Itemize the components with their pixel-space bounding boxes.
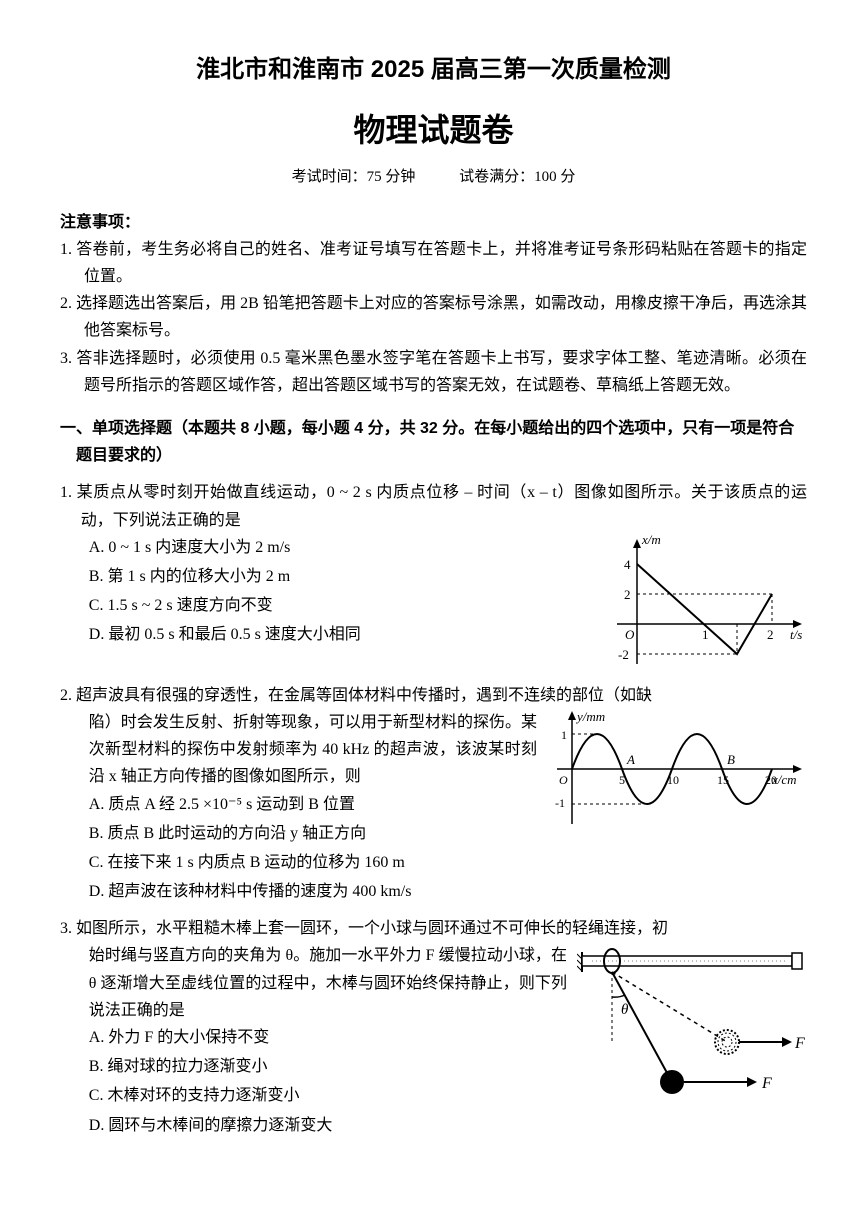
question-stem-line1: 2. 超声波具有很强的穿透性，在金属等固体材料中传播时，遇到不连续的部位（如缺 <box>60 682 807 709</box>
svg-text:4: 4 <box>624 557 631 572</box>
svg-text:θ: θ <box>621 1002 629 1018</box>
svg-text:2: 2 <box>624 587 631 602</box>
notice-list: 1. 答卷前，考生务必将自己的姓名、准考证号填写在答题卡上，并将准考证号条形码粘… <box>60 236 807 399</box>
question-2: 2. 超声波具有很强的穿透性，在金属等固体材料中传播时，遇到不连续的部位（如缺 … <box>60 682 807 908</box>
notice-item: 2. 选择题选出答案后，用 2B 铅笔把答题卡上对应的答案标号涂黑，如需改动，用… <box>60 290 807 344</box>
svg-text:1: 1 <box>702 627 709 642</box>
option-a: A. 外力 F 的大小保持不变 <box>89 1024 567 1051</box>
option-d: D. 圆环与木棒间的摩擦力逐渐变大 <box>89 1112 567 1139</box>
option-c: C. 木棒对环的支持力逐渐变小 <box>89 1082 567 1109</box>
svg-text:1: 1 <box>561 728 567 742</box>
options-list: A. 0 ~ 1 s 内速度大小为 2 m/s B. 第 1 s 内的位移大小为… <box>60 534 597 649</box>
option-d: D. 超声波在该种材料中传播的速度为 400 km/s <box>89 878 537 905</box>
question-3: 3. 如图所示，水平粗糙木棒上套一圆环，一个小球与圆环通过不可伸长的轻绳连接，初… <box>60 915 807 1141</box>
question-stem-line2: 始时绳与竖直方向的夹角为 θ。施加一水平外力 F 缓慢拉动小球，在 θ 逐渐增大… <box>60 942 567 1024</box>
option-b: B. 质点 B 此时运动的方向沿 y 轴正方向 <box>89 820 537 847</box>
svg-text:A: A <box>626 752 635 767</box>
svg-text:O: O <box>625 627 635 642</box>
options-list: A. 外力 F 的大小保持不变 B. 绳对球的拉力逐渐变小 C. 木棒对环的支持… <box>60 1024 567 1139</box>
question-stem-line1: 3. 如图所示，水平粗糙木棒上套一圆环，一个小球与圆环通过不可伸长的轻绳连接，初 <box>60 915 807 942</box>
option-b: B. 第 1 s 内的位移大小为 2 m <box>89 563 597 590</box>
svg-text:F: F <box>794 1035 805 1052</box>
question-stem-line2: 陷）时会发生反射、折射等现象，可以用于新型材料的探伤。某次新型材料的探伤中发射频… <box>60 709 537 791</box>
svg-text:O: O <box>559 773 568 787</box>
option-d: D. 最初 0.5 s 和最后 0.5 s 速度大小相同 <box>89 621 597 648</box>
svg-text:t/s: t/s <box>790 627 802 642</box>
q2-chart: y/mm x/cm 1 -1 O 5 10 15 20 A B <box>547 709 807 829</box>
exam-info: 考试时间：75 分钟 试卷满分：100 分 <box>60 165 807 191</box>
notice-item: 1. 答卷前，考生务必将自己的姓名、准考证号填写在答题卡上，并将准考证号条形码粘… <box>60 236 807 290</box>
q3-diagram: θ F F <box>577 942 807 1102</box>
main-title: 淮北市和淮南市 2025 届高三第一次质量检测 <box>60 50 807 91</box>
svg-text:y/mm: y/mm <box>575 709 605 724</box>
options-list: A. 质点 A 经 2.5 ×10⁻⁵ s 运动到 B 位置 B. 质点 B 此… <box>60 791 537 906</box>
svg-text:F: F <box>761 1075 772 1092</box>
q1-chart: x/m t/s 4 2 -2 O 1 2 <box>607 534 807 674</box>
notice-header: 注意事项： <box>60 209 807 236</box>
svg-text:-2: -2 <box>618 647 629 662</box>
full-score: 试卷满分：100 分 <box>459 169 575 185</box>
option-a: A. 0 ~ 1 s 内速度大小为 2 m/s <box>89 534 597 561</box>
option-b: B. 绳对球的拉力逐渐变小 <box>89 1053 567 1080</box>
svg-text:-1: -1 <box>555 796 565 810</box>
option-c: C. 在接下来 1 s 内质点 B 运动的位移为 160 m <box>89 849 537 876</box>
option-c: C. 1.5 s ~ 2 s 速度方向不变 <box>89 592 597 619</box>
option-a: A. 质点 A 经 2.5 ×10⁻⁵ s 运动到 B 位置 <box>89 791 537 818</box>
question-1: 1. 某质点从零时刻开始做直线运动，0 ~ 2 s 内质点位移 – 时间（x –… <box>60 479 807 673</box>
sub-title: 物理试题卷 <box>60 103 807 157</box>
exam-time: 考试时间：75 分钟 <box>292 169 416 185</box>
svg-text:2: 2 <box>767 627 774 642</box>
notice-item: 3. 答非选择题时，必须使用 0.5 毫米黑色墨水签字笔在答题卡上书写，要求字体… <box>60 345 807 399</box>
svg-text:x/m: x/m <box>641 534 661 547</box>
question-stem: 1. 某质点从零时刻开始做直线运动，0 ~ 2 s 内质点位移 – 时间（x –… <box>60 479 807 533</box>
section-header: 一、单项选择题（本题共 8 小题，每小题 4 分，共 32 分。在每小题给出的四… <box>60 415 807 469</box>
svg-text:B: B <box>727 752 735 767</box>
